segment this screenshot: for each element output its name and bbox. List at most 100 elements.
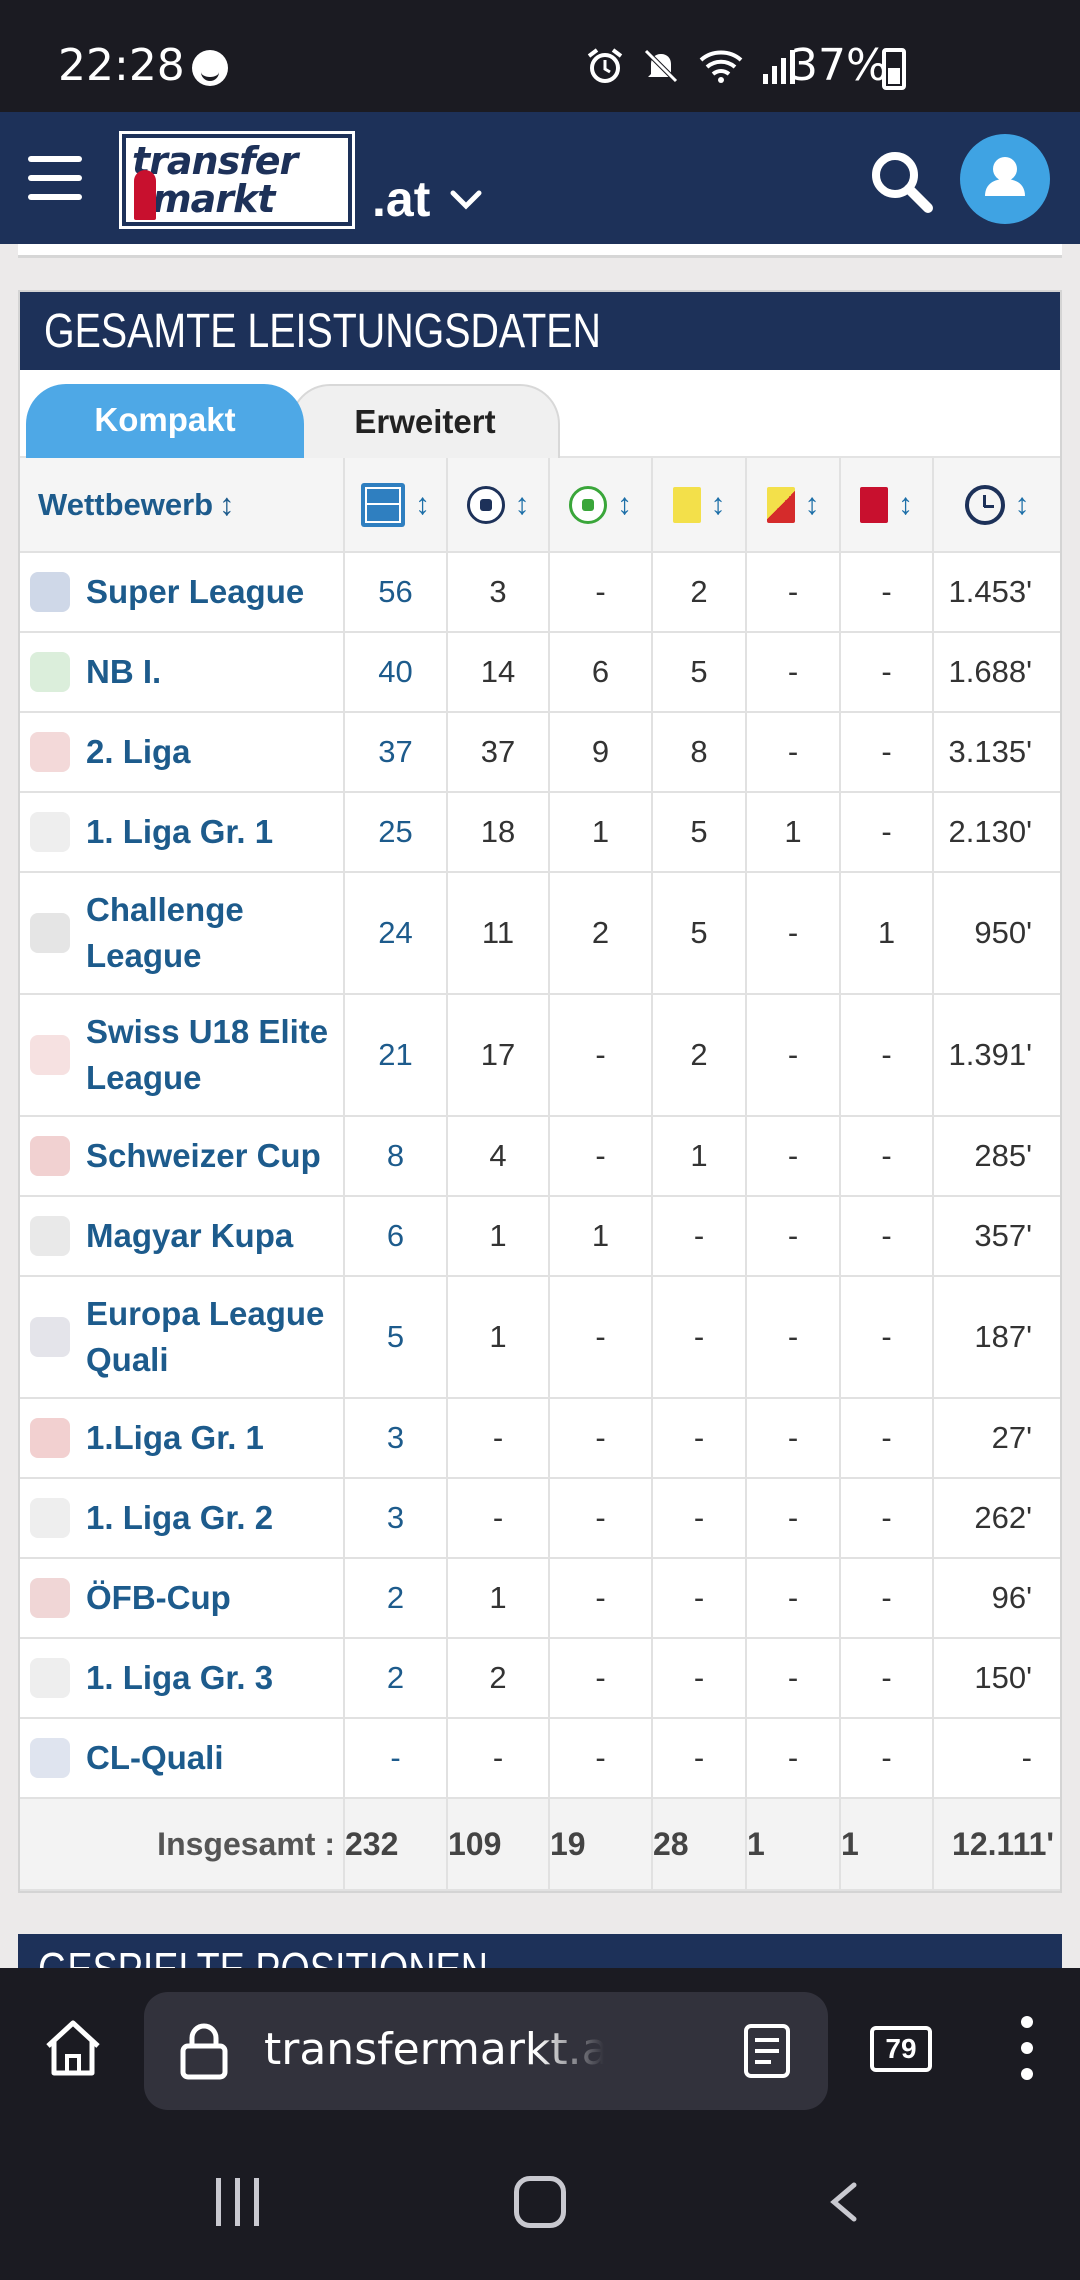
cell-goals: - (447, 1478, 550, 1559)
appearances-header[interactable]: ↕ (344, 458, 448, 553)
yellow-cards-header[interactable]: ↕ (652, 458, 747, 553)
goals-header[interactable]: ↕ (447, 458, 550, 553)
competition-cell: Super League (20, 552, 345, 633)
reader-mode-icon[interactable] (742, 2022, 792, 2080)
cell-apps[interactable]: 8 (344, 1116, 448, 1197)
cell-goals: 1 (447, 1558, 550, 1639)
url-bar[interactable]: transfermarkt.at/haris (144, 1992, 828, 2110)
competition-link[interactable]: Europa League Quali (86, 1295, 325, 1378)
cell-apps[interactable]: 3 (344, 1398, 448, 1479)
yellow-red-cards-header[interactable]: ↕ (746, 458, 841, 553)
cell-apps[interactable]: 6 (344, 1196, 448, 1277)
competition-cell: Magyar Kupa (20, 1196, 345, 1277)
total-row: Insgesamt : 232 109 19 28 1 1 12.111' (20, 1798, 1060, 1891)
cell-apps[interactable]: 56 (344, 552, 448, 633)
more-options-icon[interactable] (1016, 2016, 1038, 2080)
cell-yellow: 8 (652, 712, 747, 793)
cell-red: - (840, 1558, 934, 1639)
competition-logo-icon (30, 652, 70, 692)
competition-link[interactable]: Challenge League (86, 891, 244, 974)
chevron-down-icon[interactable] (450, 184, 482, 216)
competition-link[interactable]: Schweizer Cup (86, 1137, 321, 1174)
lock-icon[interactable] (178, 2022, 230, 2080)
logo-text-line2: markt (152, 177, 275, 221)
competition-logo-icon (30, 1136, 70, 1176)
home-icon[interactable] (42, 2018, 104, 2078)
cell-yellow: - (652, 1718, 747, 1799)
table-row: 1.Liga Gr. 1 3- - - - -27' (20, 1398, 1060, 1479)
search-icon[interactable] (866, 146, 936, 216)
cell-apps[interactable]: 25 (344, 792, 448, 873)
tab-kompakt[interactable]: Kompakt (26, 384, 304, 458)
competition-link[interactable]: ÖFB-Cup (86, 1579, 231, 1616)
cell-minutes: 357' (933, 1196, 1060, 1277)
total-red: 1 (840, 1798, 934, 1891)
cell-apps[interactable]: 2 (344, 1638, 448, 1719)
section-title: GESAMTE LEISTUNGSDATEN (20, 292, 1060, 370)
back-icon[interactable] (826, 2182, 862, 2222)
cell-minutes: 150' (933, 1638, 1060, 1719)
competition-link[interactable]: CL-Quali (86, 1739, 224, 1776)
competition-logo-icon (30, 913, 70, 953)
status-time: 22:28 (58, 40, 185, 91)
cell-goals: 1 (447, 1276, 550, 1399)
cell-apps[interactable]: - (344, 1718, 448, 1799)
cell-apps[interactable]: 3 (344, 1478, 448, 1559)
competition-link[interactable]: 1.Liga Gr. 1 (86, 1419, 264, 1456)
table-header-row: Wettbewerb ↕ ↕ ↕ ↕ ↕ ↕ ↕ ↕ (20, 458, 1060, 553)
hamburger-menu-icon[interactable] (28, 156, 82, 200)
cell-goals: 14 (447, 632, 550, 713)
cell-assists: - (549, 552, 653, 633)
cell-apps[interactable]: 37 (344, 712, 448, 793)
signal-icon (763, 50, 795, 84)
cell-yellow: - (652, 1398, 747, 1479)
battery-icon (882, 48, 906, 90)
minutes-header[interactable]: ↕ (933, 458, 1060, 553)
competition-link[interactable]: 1. Liga Gr. 1 (86, 813, 274, 850)
competition-cell: Europa League Quali (20, 1276, 345, 1399)
cell-apps[interactable]: 2 (344, 1558, 448, 1639)
table-row: 1. Liga Gr. 1 25 18 1 5 1-2.130' (20, 792, 1060, 873)
total-apps: 232 (344, 1798, 448, 1891)
competition-link[interactable]: 2. Liga (86, 733, 191, 770)
competition-link[interactable]: 1. Liga Gr. 2 (86, 1499, 274, 1536)
cell-goals: - (447, 1398, 550, 1479)
site-header: transfer markt .at (0, 112, 1080, 244)
cell-yellow-red: - (746, 1196, 841, 1277)
user-account-button[interactable] (960, 134, 1050, 224)
cell-yellow-red: - (746, 1718, 841, 1799)
tab-switcher-button[interactable]: 79 (870, 2026, 932, 2072)
cell-apps[interactable]: 24 (344, 872, 448, 995)
table-row: Swiss U18 Elite League 21 17-2- -1.391' (20, 994, 1060, 1117)
cell-yellow: 1 (652, 1116, 747, 1197)
competition-link[interactable]: Magyar Kupa (86, 1217, 294, 1254)
transfermarkt-logo[interactable]: transfer markt (119, 131, 355, 229)
recent-apps-icon[interactable] (212, 2178, 264, 2226)
cell-apps[interactable]: 40 (344, 632, 448, 713)
url-text[interactable]: transfermarkt.at/haris (264, 2024, 604, 2075)
competition-link[interactable]: 1. Liga Gr. 3 (86, 1659, 274, 1696)
competition-logo-icon (30, 1418, 70, 1458)
field-icon (361, 482, 405, 527)
assists-header[interactable]: ↕ (549, 458, 653, 553)
competition-link[interactable]: Super League (86, 573, 305, 610)
yellow-red-card-icon (766, 486, 795, 523)
competition-logo-icon (30, 1578, 70, 1618)
domain-selector[interactable]: .at (372, 171, 431, 227)
competition-cell: 1. Liga Gr. 1 (20, 792, 345, 873)
competition-link[interactable]: Swiss U18 Elite League (86, 1013, 329, 1096)
nav-home-icon[interactable] (514, 2176, 566, 2228)
cell-apps[interactable]: 5 (344, 1276, 448, 1399)
cell-assists: 6 (549, 632, 653, 713)
competition-cell: CL-Quali (20, 1718, 345, 1799)
logo-figure-icon (134, 170, 156, 220)
competition-logo-icon (30, 812, 70, 852)
red-cards-header[interactable]: ↕ (840, 458, 934, 553)
cell-assists: 1 (549, 1196, 653, 1277)
total-yellow-red: 1 (746, 1798, 841, 1891)
tab-erweitert[interactable]: Erweitert (290, 384, 560, 458)
competition-header[interactable]: Wettbewerb ↕ (20, 458, 345, 553)
competition-logo-icon (30, 732, 70, 772)
cell-apps[interactable]: 21 (344, 994, 448, 1117)
competition-link[interactable]: NB I. (86, 653, 162, 690)
